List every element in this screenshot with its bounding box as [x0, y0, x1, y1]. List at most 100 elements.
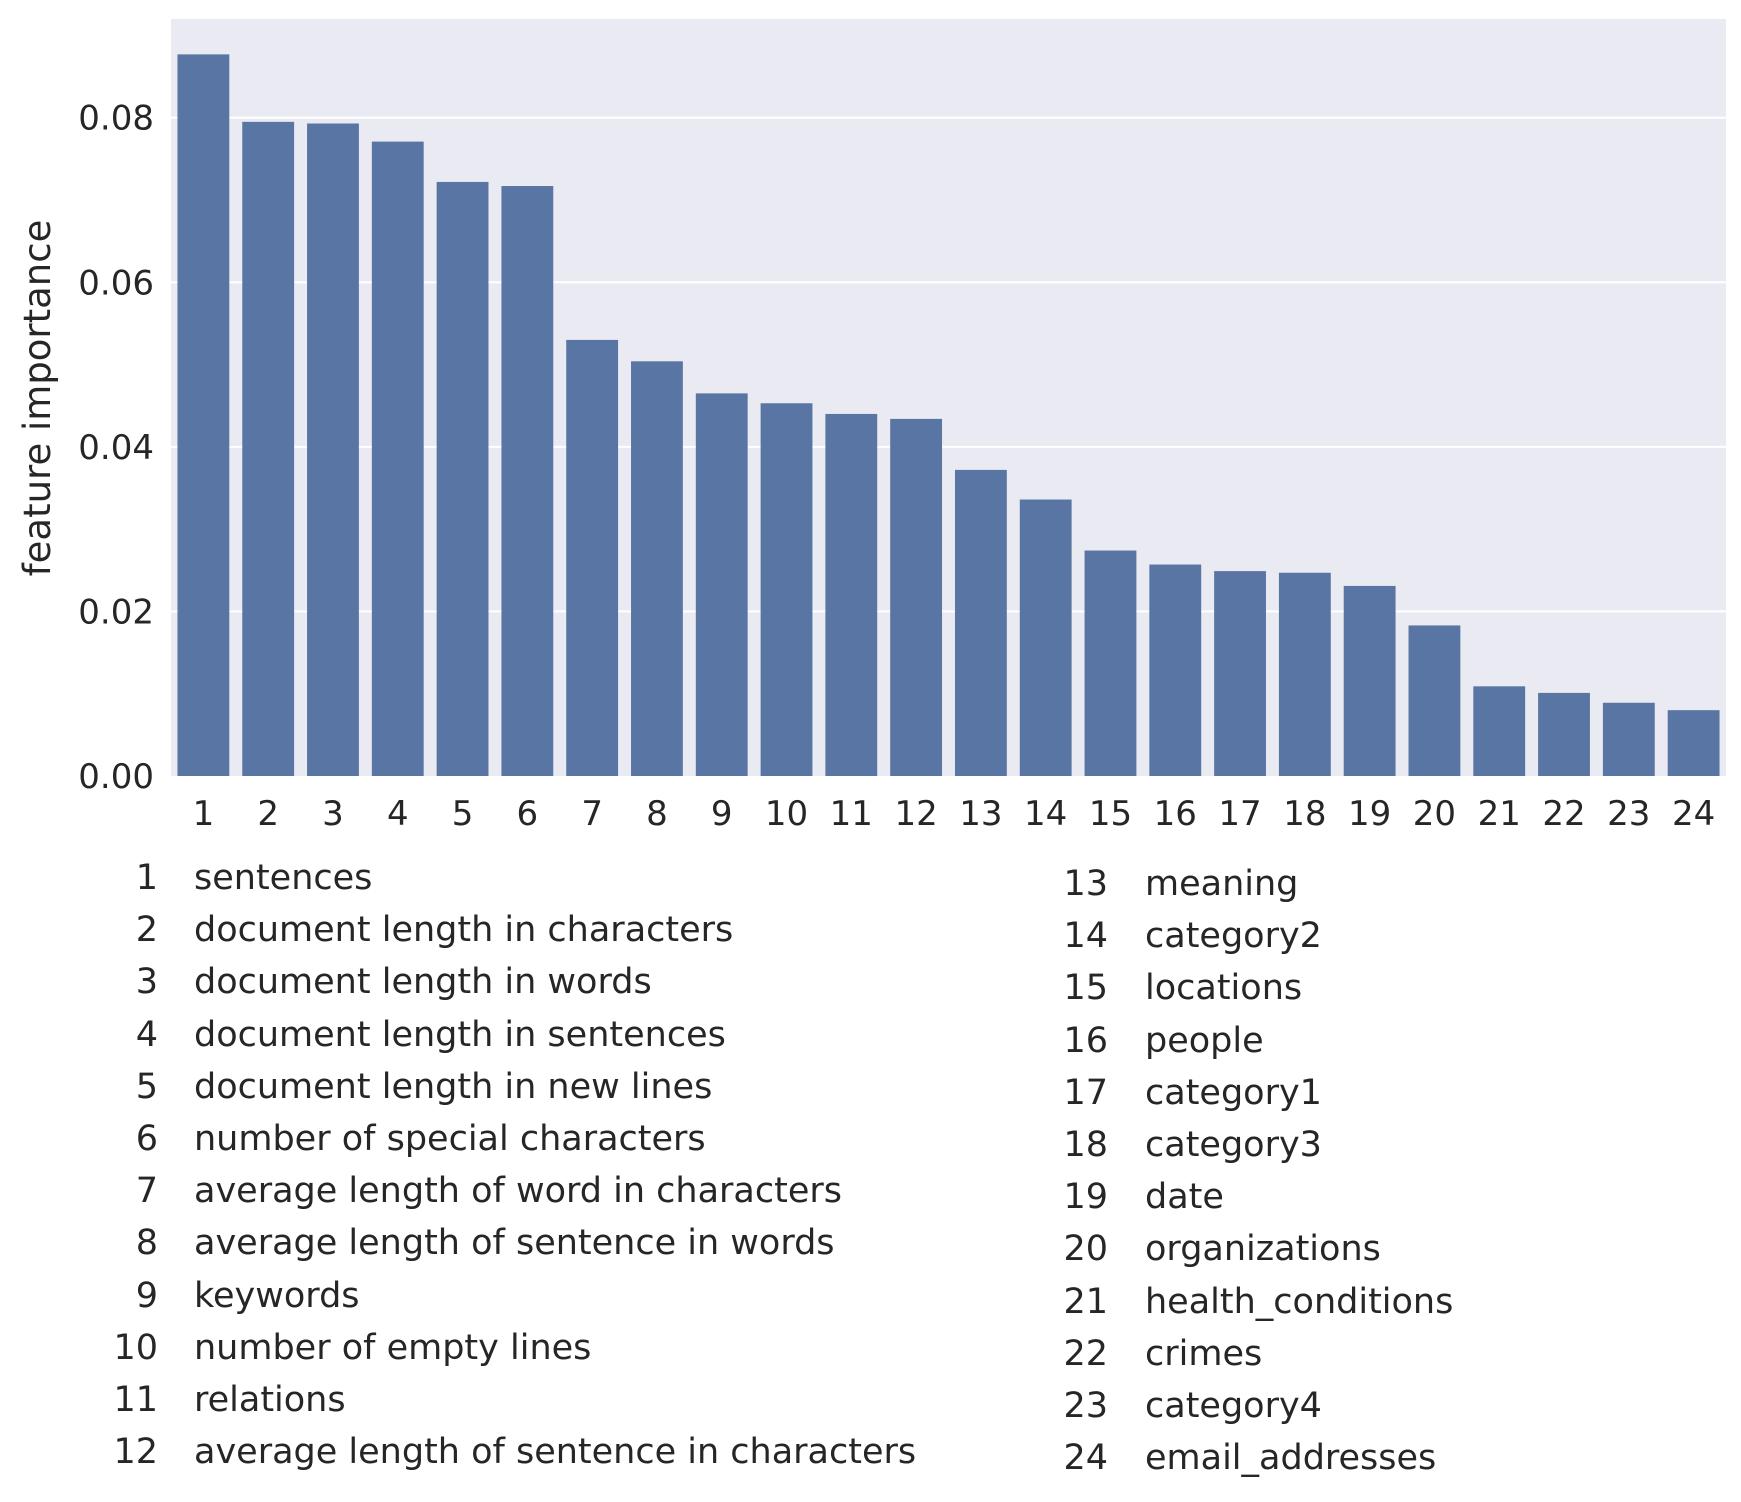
legend-number: 4: [135, 1014, 158, 1055]
x-tick-label: 12: [894, 794, 937, 834]
x-tick-label: 23: [1607, 794, 1650, 834]
gridlines: [171, 116, 1726, 613]
x-tick-label: 11: [830, 794, 873, 834]
legend-number: 18: [1063, 1125, 1108, 1165]
x-tick-label: 13: [959, 794, 1002, 834]
x-tick-label: 6: [517, 794, 539, 834]
x-tick-label: 9: [711, 794, 733, 834]
bar: [1278, 572, 1331, 776]
y-tick-label: 0.02: [78, 592, 154, 632]
legend-label: average length of sentence in words: [194, 1223, 835, 1264]
y-tick-label: 0.06: [78, 263, 154, 303]
legend-number: 16: [1063, 1020, 1108, 1061]
bar: [566, 339, 619, 776]
legend-number: 22: [1063, 1333, 1108, 1374]
x-tick-label: 15: [1089, 794, 1132, 834]
bars: [177, 54, 1720, 777]
bar: [1084, 550, 1137, 776]
bar: [1343, 585, 1396, 776]
x-tick-label: 7: [581, 794, 603, 834]
legend-number: 3: [135, 962, 158, 1003]
y-tick-labels: 0.00 0.02 0.04 0.06 0.08: [78, 99, 154, 797]
bar: [825, 413, 878, 776]
legend-number: 12: [113, 1432, 158, 1473]
bar: [1149, 564, 1202, 776]
legend-number: 14: [1063, 916, 1108, 957]
x-tick-label: 14: [1024, 794, 1067, 834]
bar: [1473, 686, 1526, 776]
bar: [631, 361, 683, 776]
legend-number: 15: [1063, 968, 1108, 1009]
legend-label: keywords: [194, 1275, 360, 1316]
x-tick-label: 4: [387, 794, 409, 834]
x-tick-labels: 1 2 3 4 5 6 7 8 9 10 11 12 13 14 15 16 17 18 19 20 21 22 23 24: [193, 794, 1716, 834]
legend-label: category2: [1145, 916, 1322, 957]
y-tick-label: 0.00: [78, 757, 154, 797]
legend-label: meaning: [1145, 864, 1299, 904]
legend-number: 6: [135, 1119, 158, 1159]
legend-number: 20: [1063, 1229, 1108, 1270]
legend-number: 19: [1063, 1177, 1108, 1218]
bar: [695, 393, 748, 776]
legend-label: document length in characters: [194, 910, 734, 951]
legend-label: category1: [1145, 1072, 1322, 1113]
bar: [1019, 499, 1072, 776]
legend-label: crimes: [1145, 1333, 1263, 1374]
legend-number: 17: [1063, 1072, 1108, 1113]
bar: [371, 141, 424, 777]
bar: [890, 418, 943, 776]
x-tick-label: 8: [646, 794, 668, 834]
x-tick-label: 22: [1542, 794, 1585, 834]
bar: [177, 54, 230, 776]
x-tick-label: 19: [1348, 794, 1391, 834]
x-tick-label: 20: [1413, 794, 1456, 834]
legend-number: 24: [1063, 1438, 1108, 1479]
legend-label: number of empty lines: [194, 1327, 592, 1368]
bar: [242, 121, 295, 776]
x-tick-label: 18: [1283, 794, 1326, 834]
legend-label: sentences: [194, 858, 373, 898]
legend-number: 10: [113, 1327, 158, 1368]
legend-number: 13: [1063, 864, 1108, 904]
legend-label: relations: [194, 1380, 346, 1420]
x-tick-label: 2: [257, 794, 279, 834]
legend-number: 2: [135, 910, 158, 951]
legend-number: 5: [135, 1066, 158, 1107]
bar: [1602, 702, 1655, 776]
legend-number: 21: [1063, 1281, 1108, 1322]
bar-chart: 0.000.020.040.060.08 1 2 3 4 5 6 7 8 9 10 11 12 13 14…: [16, 19, 1726, 834]
legend-number: 11: [113, 1380, 158, 1420]
x-tick-label: 21: [1478, 794, 1521, 834]
x-tick-label: 16: [1154, 794, 1197, 834]
legend-label: category3: [1145, 1125, 1322, 1165]
y-tick-label: 0.08: [78, 99, 154, 139]
x-tick-label: 10: [765, 794, 808, 834]
legend-label: number of special characters: [194, 1119, 706, 1159]
legend-label: document length in sentences: [194, 1014, 726, 1055]
legend-number: 23: [1063, 1386, 1108, 1426]
bar: [501, 186, 554, 776]
legend-label: locations: [1145, 968, 1303, 1009]
legend-label: average length of sentence in characters: [194, 1432, 917, 1473]
bar: [760, 403, 813, 776]
x-tick-label: 3: [322, 794, 344, 834]
x-tick-label: 5: [452, 794, 474, 834]
bar: [954, 469, 1007, 776]
legend-label: average length of word in characters: [194, 1171, 842, 1212]
legend-label: organizations: [1145, 1229, 1381, 1270]
bar: [436, 181, 489, 777]
legend-number: 1: [135, 858, 158, 898]
legend-label: health_conditions: [1145, 1281, 1454, 1322]
y-axis-label: feature importance: [16, 220, 59, 577]
x-tick-label: 24: [1672, 794, 1715, 834]
legend-label: document length in new lines: [194, 1066, 713, 1107]
plot-background: [171, 19, 1726, 776]
legend-label: people: [1145, 1020, 1264, 1061]
bar: [1214, 571, 1266, 776]
bar: [1408, 625, 1461, 776]
legend-label: category4: [1145, 1386, 1322, 1426]
legend-label: email_addresses: [1145, 1438, 1437, 1479]
bar: [307, 123, 359, 777]
x-tick-label: 17: [1218, 794, 1261, 834]
x-tick-label: 1: [193, 794, 215, 834]
